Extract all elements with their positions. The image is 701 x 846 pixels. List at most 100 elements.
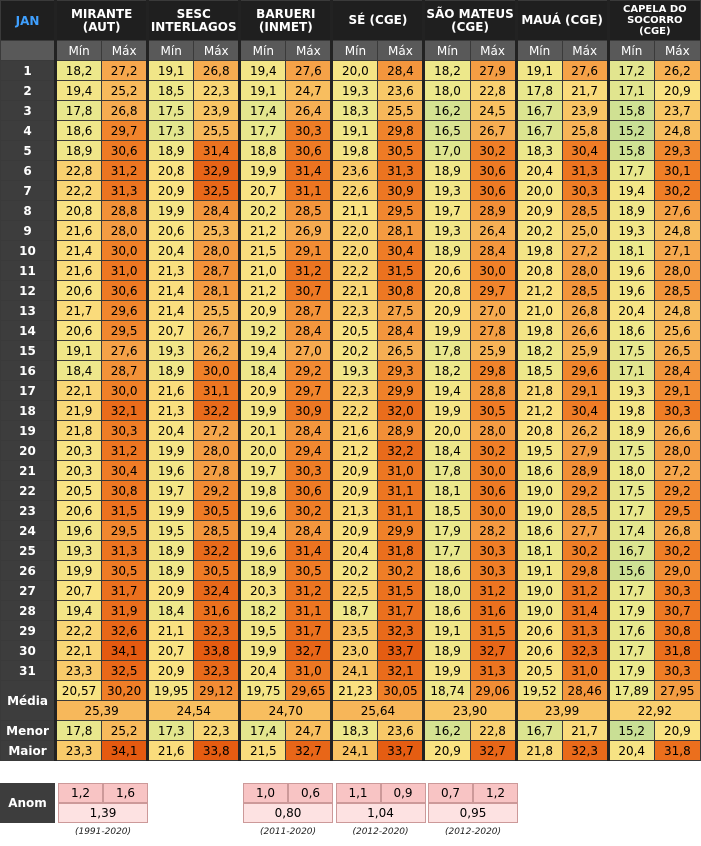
- max-temp: 34,1: [101, 640, 149, 661]
- max-temp: 27,2: [101, 60, 149, 81]
- max-temp: 31,7: [377, 600, 425, 621]
- max-temp: 28,0: [193, 440, 241, 461]
- mean-value: 30,20: [101, 680, 149, 701]
- max-temp: 29,0: [653, 560, 701, 581]
- max-temp: 27,5: [377, 300, 425, 321]
- day-number: 29: [0, 620, 57, 641]
- min-temp: 20,1: [238, 420, 287, 441]
- min-temp: 16,7: [514, 120, 563, 141]
- max-temp: 28,0: [561, 260, 609, 281]
- day-row: 19 21,8 30,3 20,4 27,2 20,1 28,4 21,6 28,9 20,0 28…: [0, 420, 701, 441]
- max-value: 33,8: [193, 740, 241, 761]
- min-value: 17,3: [146, 720, 195, 741]
- min-temp: 18,4: [146, 600, 195, 621]
- max-temp: 31,5: [377, 260, 425, 281]
- max-temp: 27,2: [193, 420, 241, 441]
- min-temp: 18,6: [422, 560, 471, 581]
- min-temp: 20,7: [146, 320, 195, 341]
- min-temp: 15,6: [606, 560, 655, 581]
- min-label: Mín: [606, 40, 655, 61]
- max-temp: 31,1: [377, 500, 425, 521]
- mean-value: 17,89: [606, 680, 655, 701]
- max-temp: 32,5: [101, 660, 149, 681]
- min-temp: 20,4: [514, 160, 563, 181]
- day-row: 18 21,9 32,1 21,3 32,2 19,9 30,9 22,2 32,0 19,9 30…: [0, 400, 701, 421]
- min-temp: 18,9: [422, 240, 471, 261]
- max-temp: 30,6: [469, 160, 517, 181]
- min-temp: 20,6: [422, 260, 471, 281]
- max-temp: 29,9: [377, 520, 425, 541]
- day-row: 25 19,3 31,3 18,9 32,2 19,6 31,4 20,4 31,8 17,7 30…: [0, 540, 701, 561]
- day-row: 1 18,2 27,2 19,1 26,8 19,4 27,6 20,0 28,4 18,2 27,…: [0, 60, 701, 81]
- max-temp: 31,0: [101, 260, 149, 281]
- max-temp: 27,6: [653, 200, 701, 221]
- min-temp: 19,1: [330, 120, 379, 141]
- max-temp: 28,7: [285, 300, 333, 321]
- min-temp: 19,3: [606, 380, 655, 401]
- min-temp: 20,9: [330, 460, 379, 481]
- min-temp: 19,1: [514, 560, 563, 581]
- min-temp: 18,5: [146, 80, 195, 101]
- station-name: SESC INTERLAGOS: [146, 0, 241, 41]
- min-temp: 19,0: [514, 580, 563, 601]
- max-temp: 31,2: [285, 580, 333, 601]
- day-row: 28 19,4 31,9 18,4 31,6 18,2 31,1 18,7 31,7 18,6 31…: [0, 600, 701, 621]
- anomaly-section: Anom 1,2 1,6 1,39 (1991-2020) 1,0 0,6 0,80 (2011…: [0, 783, 701, 843]
- max-temp: 23,7: [653, 100, 701, 121]
- min-temp: 19,6: [606, 280, 655, 301]
- min-temp: 20,8: [514, 420, 563, 441]
- max-temp: 27,9: [561, 440, 609, 461]
- max-temp: 29,2: [653, 480, 701, 501]
- max-temp: 25,3: [193, 220, 241, 241]
- max-label: Máx: [653, 40, 701, 61]
- min-temp: 20,9: [422, 300, 471, 321]
- min-temp: 20,0: [514, 180, 563, 201]
- day-number: 21: [0, 460, 57, 481]
- max-value: 23,3: [54, 740, 103, 761]
- min-temp: 21,1: [330, 200, 379, 221]
- max-temp: 29,2: [285, 360, 333, 381]
- min-temp: 20,5: [54, 480, 103, 501]
- max-temp: 24,8: [653, 120, 701, 141]
- max-temp: 32,3: [193, 660, 241, 681]
- anomaly-avg: 0,80: [243, 803, 333, 823]
- max-temp: 31,1: [193, 380, 241, 401]
- anomaly-value: 1,0: [243, 783, 288, 803]
- mean-value: 29,65: [285, 680, 333, 701]
- max-temp: 30,6: [469, 480, 517, 501]
- min-temp: 18,6: [514, 460, 563, 481]
- day-number: 8: [0, 200, 57, 221]
- min-temp: 17,4: [606, 520, 655, 541]
- max-temp: 31,2: [469, 580, 517, 601]
- min-label: Mín: [146, 40, 195, 61]
- max-temp: 30,2: [285, 500, 333, 521]
- min-temp: 19,4: [54, 600, 103, 621]
- min-temp: 21,7: [54, 300, 103, 321]
- max-temp: 26,2: [561, 420, 609, 441]
- day-number: 31: [0, 660, 57, 681]
- max-temp: 30,5: [193, 560, 241, 581]
- min-value: 20,9: [653, 720, 701, 741]
- max-temp: 28,0: [469, 420, 517, 441]
- min-temp: 15,8: [606, 140, 655, 161]
- min-value: 18,3: [330, 720, 379, 741]
- min-temp: 16,2: [422, 100, 471, 121]
- max-temp: 21,7: [561, 80, 609, 101]
- max-value: 32,7: [469, 740, 517, 761]
- day-row: 3 17,8 26,8 17,5 23,9 17,4 26,4 18,3 25,5 16,2 24,…: [0, 100, 701, 121]
- day-row: 12 20,6 30,6 21,4 28,1 21,2 30,7 22,1 30,8 20,8 29…: [0, 280, 701, 301]
- min-temp: 19,8: [330, 140, 379, 161]
- min-label: Mín: [330, 40, 379, 61]
- min-temp: 19,7: [422, 200, 471, 221]
- day-row: 14 20,6 29,5 20,7 26,7 19,2 28,4 20,5 28,4 19,9 27…: [0, 320, 701, 341]
- max-temp: 27,2: [653, 460, 701, 481]
- min-temp: 20,8: [514, 260, 563, 281]
- day-number: 28: [0, 600, 57, 621]
- station-line: SESC: [176, 6, 211, 21]
- max-temp: 32,2: [193, 400, 241, 421]
- min-temp: 18,9: [606, 420, 655, 441]
- day-row: 15 19,1 27,6 19,3 26,2 19,4 27,0 20,2 26,5 17,8 25…: [0, 340, 701, 361]
- min-temp: 17,7: [606, 640, 655, 661]
- max-temp: 31,3: [561, 620, 609, 641]
- max-label: Máx: [101, 40, 149, 61]
